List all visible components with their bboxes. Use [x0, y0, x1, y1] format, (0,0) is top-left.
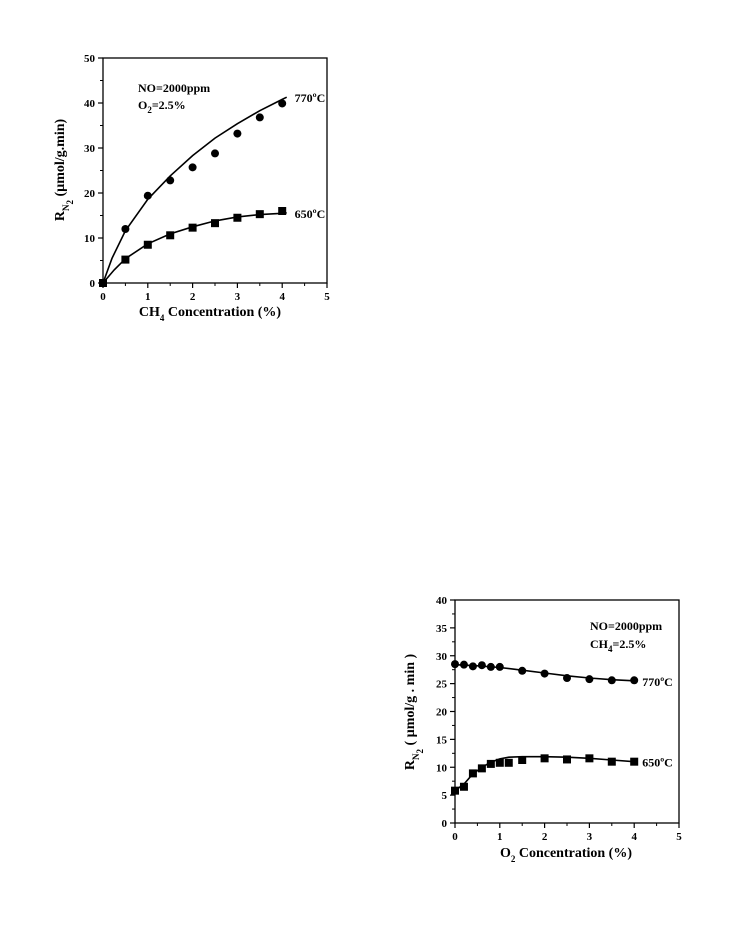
data-point-circle — [188, 163, 197, 172]
data-point-circle — [607, 676, 616, 685]
series-label: 650ºC — [295, 207, 326, 221]
series-label: 770ºC — [642, 675, 673, 689]
y-tick-label: 35 — [436, 623, 448, 635]
x-tick-label: 0 — [452, 831, 458, 843]
x-tick-label: 2 — [190, 291, 196, 303]
data-point-square — [495, 758, 504, 767]
data-point-circle — [211, 149, 219, 158]
condition-annotation: CH4=2.5% — [590, 637, 646, 654]
y-tick-label: 25 — [436, 679, 448, 691]
fit-curve — [102, 96, 288, 284]
x-tick-label: 4 — [279, 291, 285, 303]
data-point-circle — [630, 676, 639, 685]
data-point-square — [451, 786, 459, 795]
x-axis-label: CH4 Concentration (%) — [139, 305, 281, 323]
data-point-circle — [468, 662, 477, 671]
data-point-circle — [233, 129, 242, 138]
data-point-circle — [278, 99, 287, 108]
data-point-square — [630, 757, 639, 766]
series-label: 770ºC — [295, 91, 326, 105]
data-point-square — [278, 207, 287, 215]
data-point-circle — [585, 675, 594, 684]
data-point-square — [518, 756, 527, 765]
data-point-square — [504, 758, 513, 767]
y-axis-label: RN2 (µmol/g.min) — [53, 119, 75, 222]
data-point-circle — [166, 176, 175, 185]
data-point-square — [563, 755, 571, 764]
y-tick-label: 50 — [84, 53, 96, 65]
data-point-square — [459, 782, 468, 791]
y-tick-label: 40 — [84, 98, 96, 110]
x-tick-label: 3 — [587, 831, 593, 843]
y-tick-label: 10 — [84, 233, 96, 245]
y-tick-label: 0 — [90, 278, 96, 290]
data-point-square — [143, 240, 152, 249]
y-tick-label: 30 — [436, 651, 448, 663]
x-tick-label: 1 — [145, 291, 151, 303]
data-point-square — [540, 754, 549, 763]
chart-o2-concentration: 0 1 2 3 4 5 0 5 10 15 20 25 30 35 40 O2 Concentration (… — [403, 595, 682, 864]
data-point-circle — [518, 666, 527, 675]
data-point-circle — [495, 662, 504, 671]
data-point-circle — [540, 669, 549, 678]
data-point-square — [607, 757, 616, 766]
x-tick-label: 5 — [676, 831, 682, 843]
data-point-square — [211, 219, 219, 228]
y-tick-label: 40 — [436, 595, 448, 607]
x-tick-label: 4 — [631, 831, 637, 843]
data-point-circle — [486, 662, 495, 671]
data-point-square — [188, 223, 197, 232]
series-square — [99, 207, 287, 287]
y-tick-label: 0 — [442, 818, 448, 830]
condition-annotation: O2=2.5% — [138, 98, 186, 115]
data-point-circle — [459, 660, 468, 669]
x-tick-label: 2 — [542, 831, 548, 843]
condition-annotation: NO=2000ppm — [138, 81, 210, 95]
condition-annotation: NO=2000ppm — [590, 619, 662, 633]
series-circle — [451, 660, 639, 685]
data-point-square — [233, 213, 242, 222]
data-point-circle — [477, 661, 486, 670]
y-tick-label: 15 — [436, 734, 448, 746]
x-tick-label: 0 — [100, 291, 106, 303]
plot-frame — [454, 599, 680, 824]
data-point-circle — [451, 660, 459, 669]
x-tick-label: 1 — [497, 831, 503, 843]
x-tick-label: 5 — [324, 291, 330, 303]
x-axis-label: O2 Concentration (%) — [500, 846, 632, 864]
data-point-circle — [563, 674, 571, 683]
series-square — [451, 754, 639, 795]
data-point-circle — [143, 191, 152, 200]
y-tick-label: 20 — [84, 188, 96, 200]
data-point-circle — [255, 113, 264, 122]
plot-frame — [102, 57, 328, 284]
data-point-square — [468, 769, 477, 778]
y-tick-label: 20 — [436, 707, 448, 719]
y-tick-label: 30 — [84, 143, 96, 155]
y-tick-label: 10 — [436, 762, 448, 774]
series-label: 650ºC — [642, 756, 673, 770]
y-axis-label: RN2 ( µmol/g . min ) — [403, 654, 425, 771]
data-point-square — [477, 764, 486, 773]
data-point-square — [486, 759, 495, 768]
y-tick-label: 5 — [442, 790, 448, 802]
data-point-square — [585, 754, 594, 763]
x-tick-label: 3 — [235, 291, 241, 303]
data-point-square — [166, 231, 175, 240]
data-point-square — [99, 279, 107, 287]
data-point-square — [255, 210, 264, 219]
data-point-circle — [121, 225, 130, 233]
data-point-square — [121, 255, 130, 264]
